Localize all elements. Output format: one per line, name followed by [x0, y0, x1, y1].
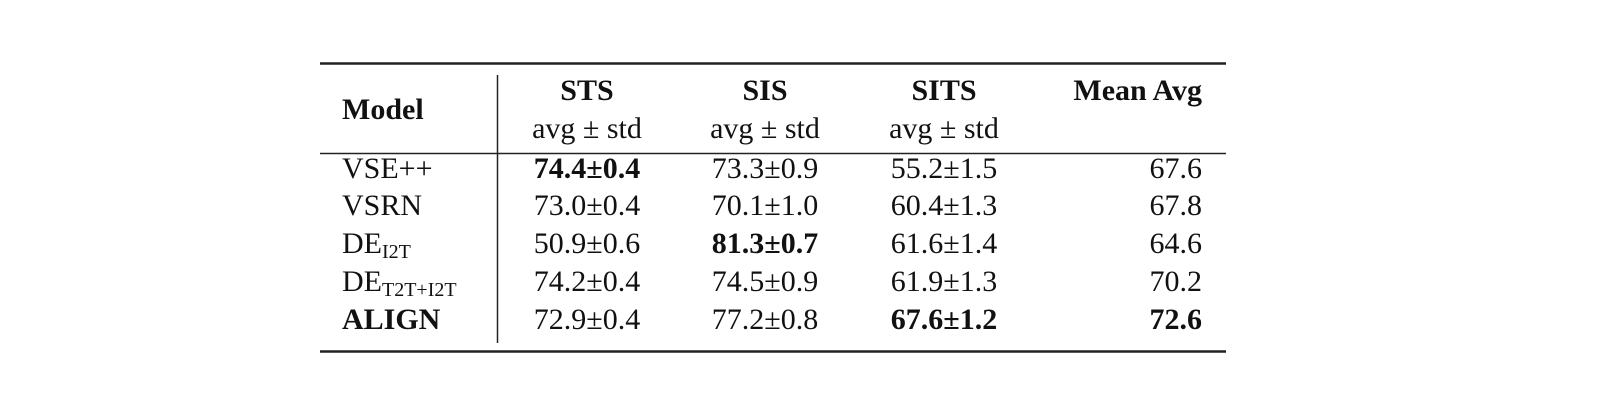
model-text: DE [342, 265, 382, 298]
subheader-cell: avg ± std [532, 112, 642, 145]
model-text: ALIGN [342, 303, 441, 336]
model-text: VSRN [342, 189, 422, 222]
table-cell: 70.1±1.0 [712, 189, 818, 222]
table-cell: 64.6 [1150, 227, 1203, 260]
table-cell: 67.8 [1150, 189, 1203, 222]
table-cell: 50.9±0.6 [534, 227, 640, 260]
header-cell: Model [342, 93, 424, 126]
table-cell: 81.3±0.7 [712, 227, 818, 260]
model-text: VSE++ [342, 152, 433, 185]
model-subscript: I2T [382, 241, 411, 263]
model-subscript: T2T+I2T [382, 279, 457, 301]
table-cell: 61.9±1.3 [891, 265, 997, 298]
model-name: ALIGN [342, 303, 441, 336]
model-name: VSRN [342, 189, 422, 222]
table-cell: 61.6±1.4 [891, 227, 997, 260]
table-cell: 73.0±0.4 [534, 189, 640, 222]
table-cell: 55.2±1.5 [891, 152, 997, 185]
header-cell: SIS [742, 74, 787, 107]
table-cell: 77.2±0.8 [712, 303, 818, 336]
table-cell: 72.6 [1150, 303, 1203, 336]
table-cell: 72.9±0.4 [534, 303, 640, 336]
table-cell: 67.6 [1150, 152, 1203, 185]
model-text: DE [342, 227, 382, 260]
table-cell: 67.6±1.2 [891, 303, 997, 336]
model-name: DET2T+I2T [342, 265, 457, 301]
subheader-cell: avg ± std [710, 112, 820, 145]
header-cell: Mean Avg [1073, 74, 1202, 107]
table-cell: 73.3±0.9 [712, 152, 818, 185]
table-cell: 74.5±0.9 [712, 265, 818, 298]
subheader-cell: avg ± std [889, 112, 999, 145]
table-cell: 74.4±0.4 [534, 152, 640, 185]
header-cell: SITS [911, 74, 976, 107]
header-cell: STS [560, 74, 613, 107]
model-name: VSE++ [342, 152, 433, 185]
table-cell: 60.4±1.3 [891, 189, 997, 222]
table-cell: 70.2 [1150, 265, 1203, 298]
model-name: DEI2T [342, 227, 411, 263]
table-cell: 74.2±0.4 [534, 265, 640, 298]
